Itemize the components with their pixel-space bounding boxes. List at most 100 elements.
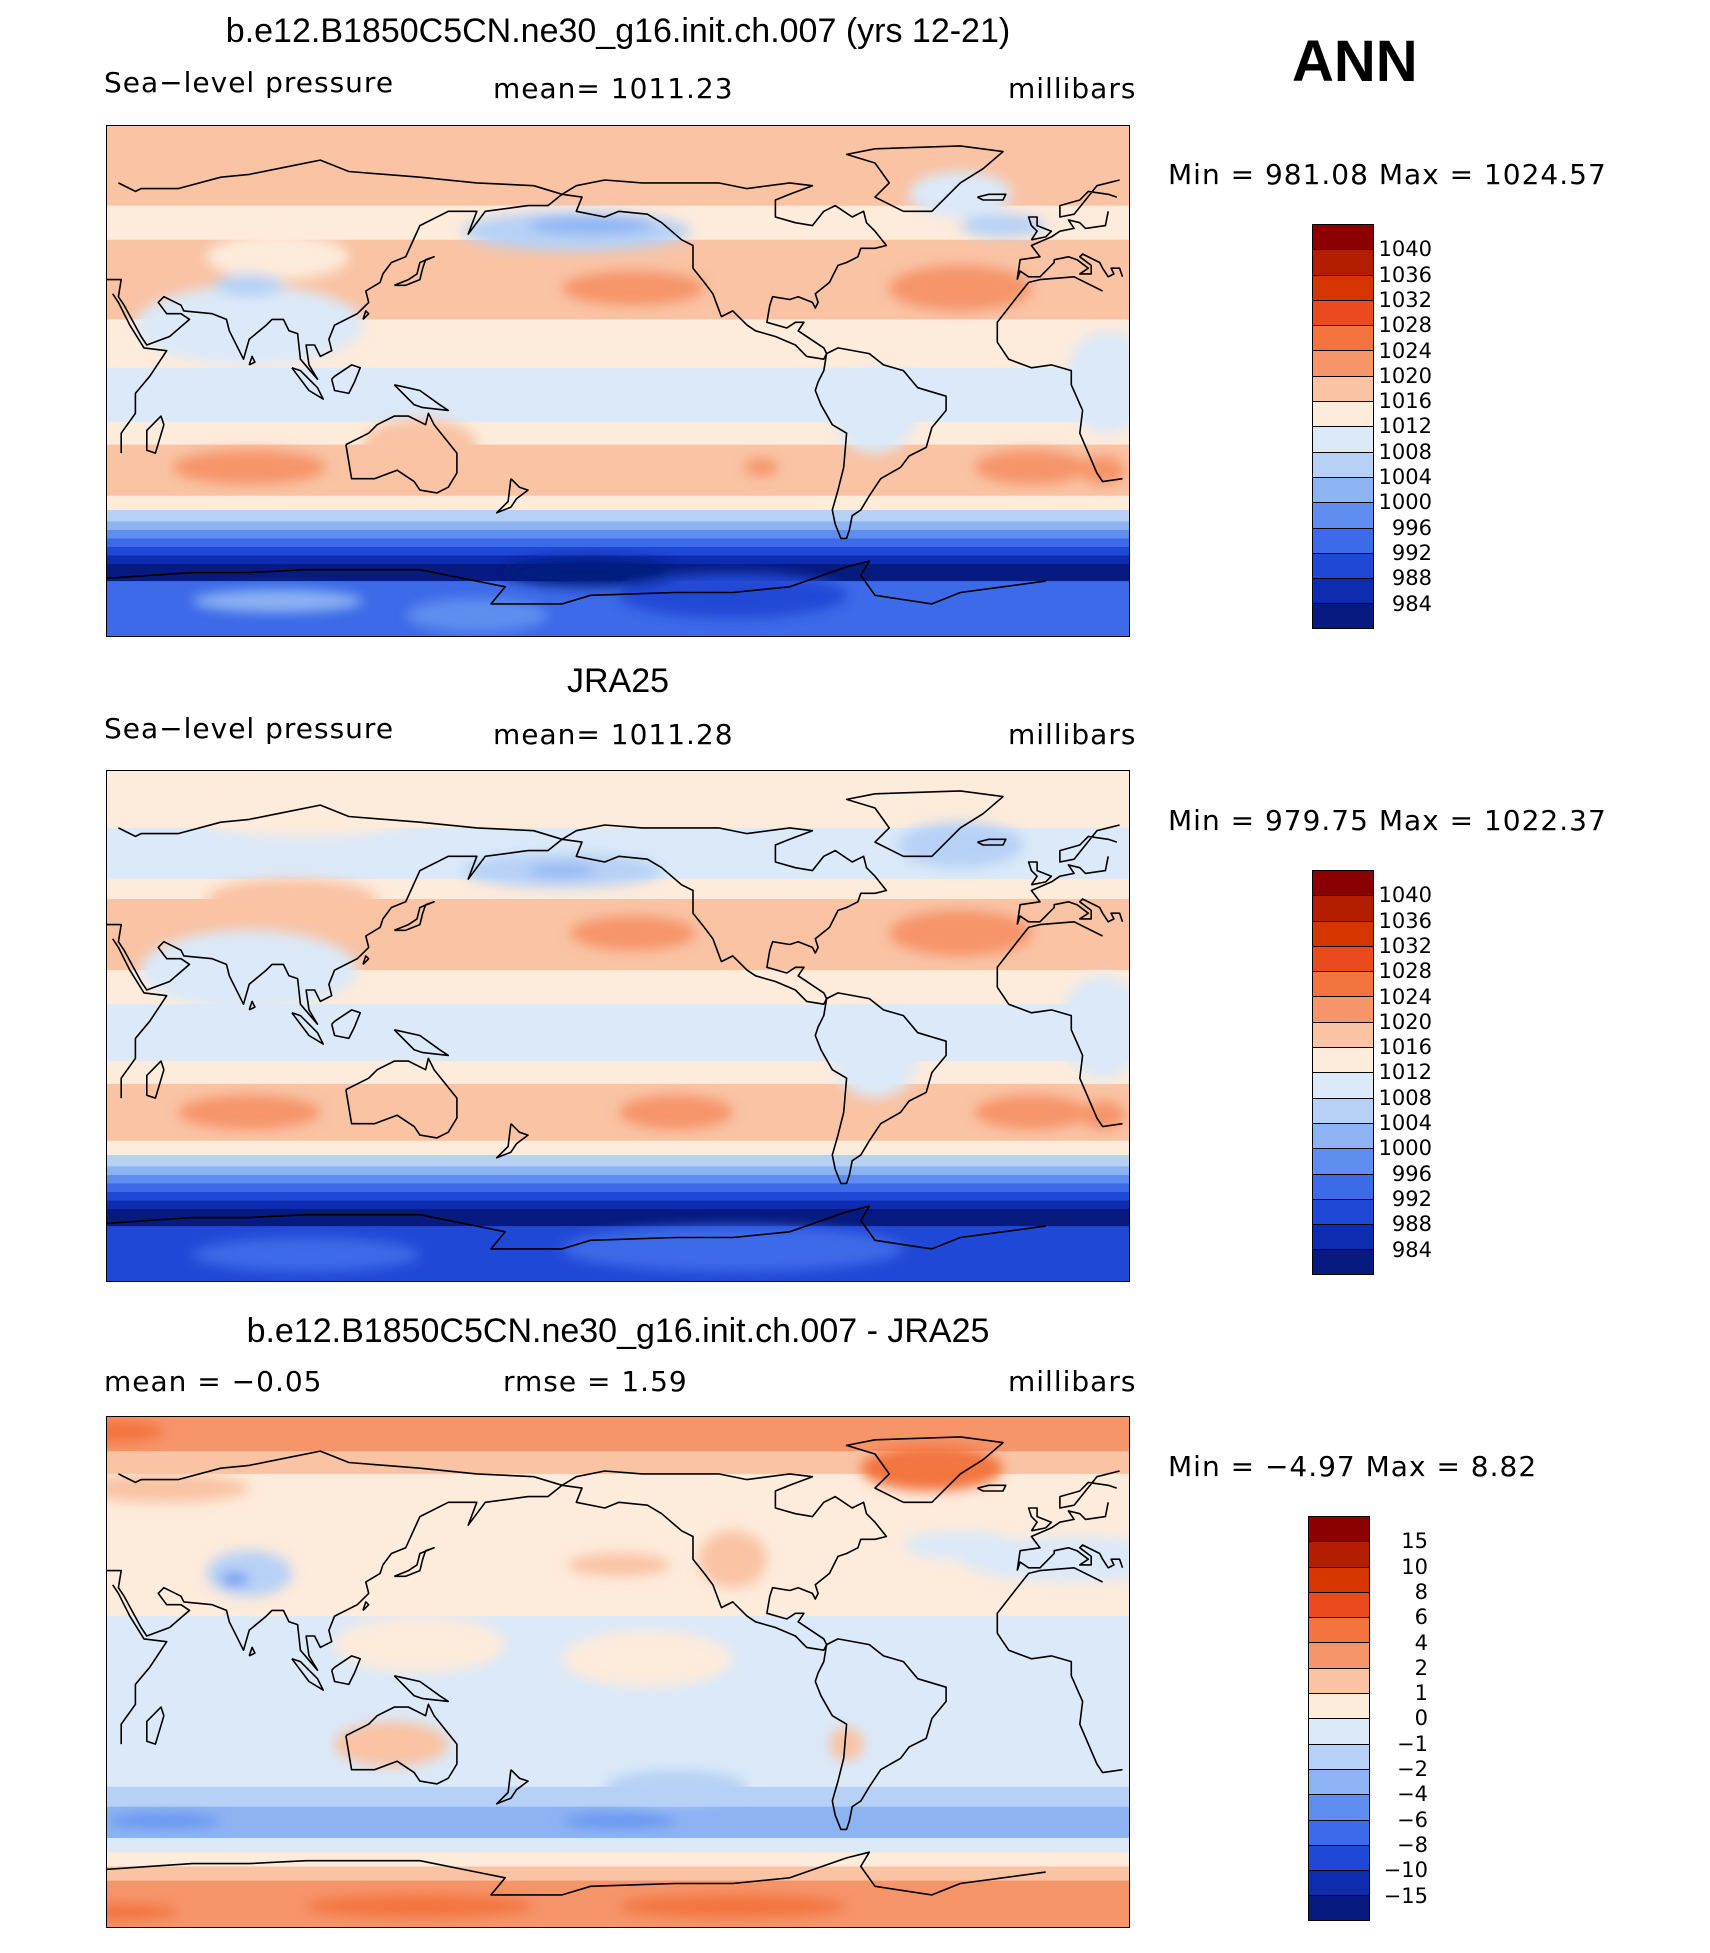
colorbar-tick-label: 1020 [1378, 1009, 1432, 1034]
colorbar-segment [1309, 1542, 1369, 1568]
contour-feature [363, 418, 477, 471]
colorbar-segment [1313, 1123, 1373, 1150]
colorbar-segment [1313, 300, 1373, 327]
colorbar-segment [1313, 1022, 1373, 1049]
colorbar-tick-label: −8 [1397, 1832, 1428, 1857]
contour-band [107, 367, 1129, 423]
contour-band [107, 1183, 1129, 1193]
coastline [845, 145, 1004, 213]
colorbar-tick-label: −15 [1383, 1883, 1428, 1908]
contour-band [107, 1004, 1129, 1062]
colorbar-segment [1309, 1668, 1369, 1695]
coastline [112, 1567, 1123, 1774]
colorbar-segment [1313, 1250, 1373, 1274]
panel-1-title: b.e12.B1850C5CN.ne30_g16.init.ch.007 (yr… [225, 12, 1011, 50]
contour-feature [206, 234, 349, 280]
contour-band [107, 1140, 1129, 1156]
colorbar-tick-label: 1040 [1378, 883, 1432, 908]
contour-band [107, 1166, 1129, 1176]
colorbar-segment [1313, 503, 1373, 529]
colorbar-tick-label: 984 [1391, 1237, 1432, 1262]
contour-band [107, 1174, 1129, 1184]
colorbar-segment [1313, 326, 1373, 352]
map-canvas-1 [107, 771, 1129, 1281]
contour-band [107, 1191, 1129, 1202]
contour-feature [903, 1530, 1018, 1560]
coastline [495, 1769, 529, 1805]
colorbar-segment [1309, 1795, 1369, 1821]
contour-band [107, 1200, 1129, 1210]
panel-3-minmax-label: Min = −4.97 Max = 8.82 [1168, 1450, 1538, 1483]
contour-feature [220, 1573, 250, 1585]
colorbar-tick-label: 1024 [1378, 338, 1432, 363]
contour-feature [889, 265, 1032, 311]
contour-feature [860, 1445, 1004, 1491]
contour-feature [562, 1630, 733, 1688]
contour-feature [206, 879, 378, 919]
coastline [345, 1057, 458, 1139]
colorbar-segment [1313, 1174, 1373, 1200]
colorbar-tick-label: 1040 [1378, 237, 1432, 262]
colorbar-segment [1313, 553, 1373, 580]
contour-band [107, 1837, 1129, 1853]
coastline [291, 367, 324, 400]
coastline [393, 1675, 450, 1703]
panel-3-units-label: millibars [1008, 1365, 1137, 1398]
contour-feature [334, 1721, 449, 1767]
coastline [394, 901, 435, 932]
contour-feature [178, 1095, 321, 1130]
contour-feature [527, 217, 654, 235]
contour-feature [1079, 455, 1126, 485]
coastline [845, 1436, 1004, 1504]
colorbar-segment [1313, 1199, 1373, 1226]
coastline [146, 1706, 165, 1745]
colorbar-segment [1313, 351, 1373, 377]
colorbar-tick-label: 988 [1391, 1212, 1432, 1237]
colorbar-segment [1313, 427, 1373, 453]
coastline [394, 256, 435, 287]
contour-feature [206, 1550, 292, 1597]
colorbar-tick-label: 996 [1391, 515, 1432, 540]
coastline [561, 824, 888, 1005]
contour-feature [562, 271, 705, 306]
panel-1-map [106, 125, 1130, 637]
contour-feature [107, 1473, 250, 1503]
panel-1-mean-label: mean= 1011.23 [493, 72, 734, 105]
colorbar-tick-label: −4 [1397, 1782, 1428, 1807]
colorbar-tick-label: 6 [1414, 1605, 1428, 1630]
colorbar-tick-label: 1032 [1378, 933, 1432, 958]
panel-1-variable-label: Sea−level pressure [104, 66, 395, 99]
coastline [814, 1638, 947, 1831]
colorbar-tick-label: 2 [1414, 1655, 1428, 1680]
colorbar-tick-label: 1012 [1378, 414, 1432, 439]
colorbar-tick-label: 8 [1414, 1579, 1428, 1604]
colorbar-box [1312, 224, 1374, 629]
contour-feature [192, 589, 363, 613]
colorbar-tick-label: 984 [1391, 591, 1432, 616]
colorbar-tick-label: 1032 [1378, 287, 1432, 312]
contour-feature [974, 450, 1089, 485]
contour-band [107, 1209, 1129, 1227]
coastline [977, 1484, 1007, 1492]
colorbar-segment [1313, 604, 1373, 628]
contour-band [107, 1155, 1129, 1167]
contour-band [107, 510, 1129, 522]
colorbar-segment [1313, 275, 1373, 301]
colorbar-tick-label: 1000 [1378, 490, 1432, 515]
coastline [362, 1601, 370, 1611]
panel-2-map [106, 770, 1130, 1282]
contour-feature [570, 916, 696, 951]
coastlines [107, 1436, 1124, 1896]
contour-feature [889, 910, 1032, 956]
coastline [495, 1123, 529, 1159]
contour-band [107, 421, 1129, 446]
contour-anomalies [135, 171, 1129, 633]
coastline [393, 384, 450, 412]
coastline [1027, 1507, 1053, 1532]
colorbar-segment [1313, 997, 1373, 1023]
colorbar-segment [1313, 402, 1373, 428]
contour-band [107, 1417, 1129, 1452]
colorbar-tick-label: 992 [1391, 1186, 1432, 1211]
coastline [291, 1012, 324, 1045]
colorbar-segment [1309, 1845, 1369, 1872]
